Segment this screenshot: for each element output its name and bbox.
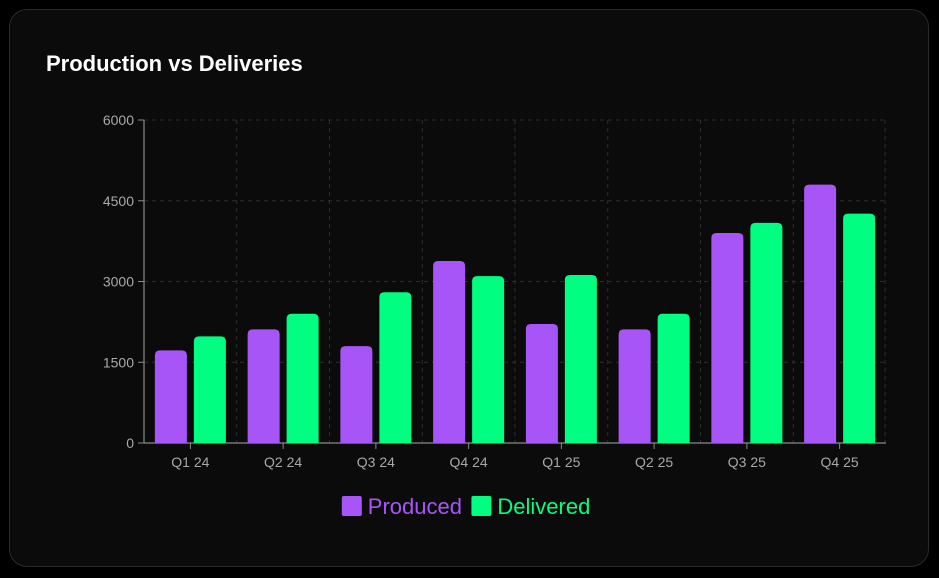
bar-produced-q1-25[interactable] xyxy=(525,324,558,443)
legend-swatch-produced[interactable] xyxy=(341,496,362,516)
chart-svg: Q1 24 Q2 24 Q3 24 Q4 24 Q1 25 Q2 25 Q3 25 Q4 25… xyxy=(103,112,886,519)
bar-produced-q3-24[interactable] xyxy=(340,346,373,443)
x-tick-label: Q2 25 xyxy=(635,454,673,470)
legend-label-delivered[interactable]: Delivered xyxy=(497,494,590,519)
bar-produced-q4-25[interactable] xyxy=(804,184,837,443)
bar-produced-q2-25[interactable] xyxy=(618,329,651,443)
bar-delivered-q2-25[interactable] xyxy=(657,313,690,443)
bar-delivered-q1-25[interactable] xyxy=(564,275,597,443)
bar-delivered-q4-25[interactable] xyxy=(843,213,876,443)
bar-delivered-q3-25[interactable] xyxy=(750,222,783,443)
chart-title: Production vs Deliveries xyxy=(46,51,303,76)
bar-produced-q1-24[interactable] xyxy=(154,350,187,443)
legend[interactable]: Produced Delivered xyxy=(341,494,591,519)
y-tick-label: 0 xyxy=(126,435,134,451)
bar-produced-q2-24[interactable] xyxy=(247,329,280,443)
y-axis-ticks: 0 1500 3000 4500 6000 xyxy=(103,112,144,451)
x-axis-ticks: Q1 24 Q2 24 Q3 24 Q4 24 Q1 25 Q2 25 Q3 25 Q4 25 xyxy=(171,443,859,470)
legend-label-produced[interactable]: Produced xyxy=(368,494,462,519)
y-tick-label: 6000 xyxy=(103,112,134,128)
bar-delivered-q2-24[interactable] xyxy=(286,313,319,443)
y-tick-label: 1500 xyxy=(103,354,134,370)
x-tick-label: Q1 25 xyxy=(542,454,580,470)
bar-delivered-q4-24[interactable] xyxy=(472,276,505,443)
x-tick-label: Q4 24 xyxy=(450,454,488,470)
bars xyxy=(154,184,876,443)
x-tick-label: Q4 25 xyxy=(821,454,859,470)
x-tick-label: Q1 24 xyxy=(171,454,209,470)
bar-produced-q4-24[interactable] xyxy=(433,261,466,443)
chart-card: Production vs Deliveries Q1 24 Q2 24 Q3 24… xyxy=(9,9,929,567)
y-tick-label: 4500 xyxy=(103,193,134,209)
x-tick-label: Q3 24 xyxy=(357,454,395,470)
bar-delivered-q3-24[interactable] xyxy=(379,292,412,443)
legend-swatch-delivered[interactable] xyxy=(471,496,492,516)
bar-delivered-q1-24[interactable] xyxy=(193,336,226,443)
x-tick-label: Q2 24 xyxy=(264,454,302,470)
y-tick-label: 3000 xyxy=(103,274,134,290)
x-tick-label: Q3 25 xyxy=(728,454,766,470)
bar-produced-q3-25[interactable] xyxy=(711,233,744,443)
